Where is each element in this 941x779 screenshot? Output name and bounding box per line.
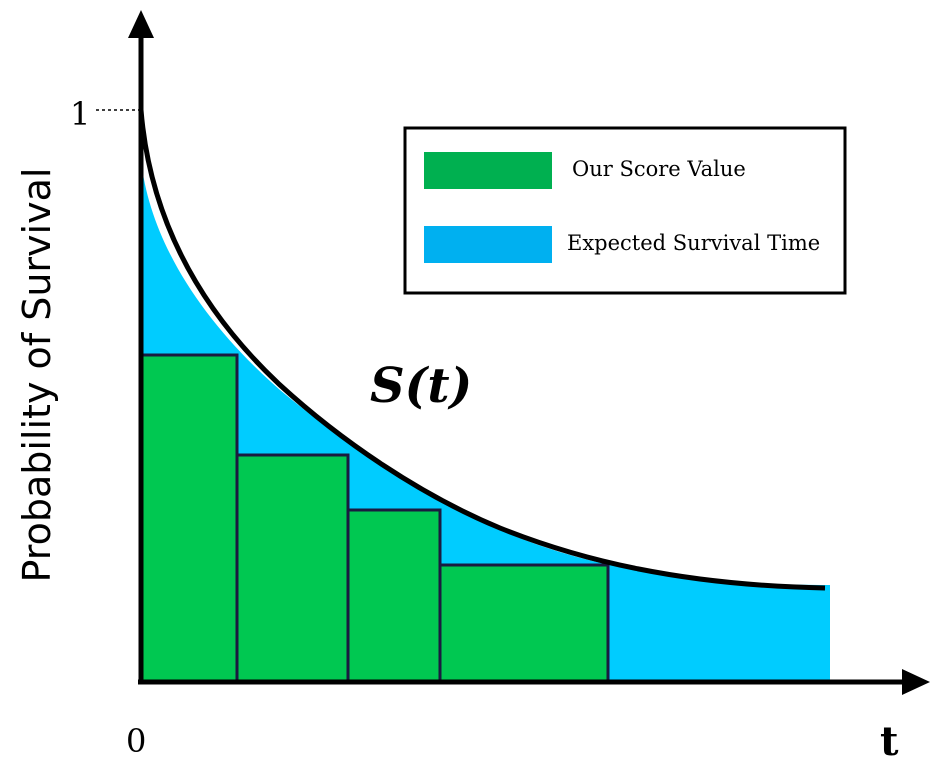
y-tick-label: 1 bbox=[70, 95, 90, 133]
score-bar-3 bbox=[346, 508, 442, 684]
x-tick-label: 0 bbox=[126, 722, 146, 760]
legend-swatch-score bbox=[424, 152, 552, 189]
legend-label-survival: Expected Survival Time bbox=[567, 231, 820, 255]
legend: Our Score Value Expected Survival Time bbox=[403, 126, 847, 295]
legend-label-score: Our Score Value bbox=[572, 157, 746, 181]
score-bar-4 bbox=[438, 563, 610, 684]
score-bar-1 bbox=[139, 353, 239, 684]
score-bars bbox=[139, 353, 610, 684]
y-axis-arrow-icon bbox=[128, 10, 154, 38]
y-axis-label: Probability of Survival bbox=[15, 168, 59, 583]
curve-label: S(t) bbox=[370, 358, 472, 414]
x-axis-label: t bbox=[880, 718, 899, 765]
x-axis-arrow-icon bbox=[902, 669, 930, 695]
score-bar-2 bbox=[235, 453, 350, 684]
legend-swatch-survival bbox=[424, 226, 552, 263]
survival-curve bbox=[138, 109, 826, 591]
